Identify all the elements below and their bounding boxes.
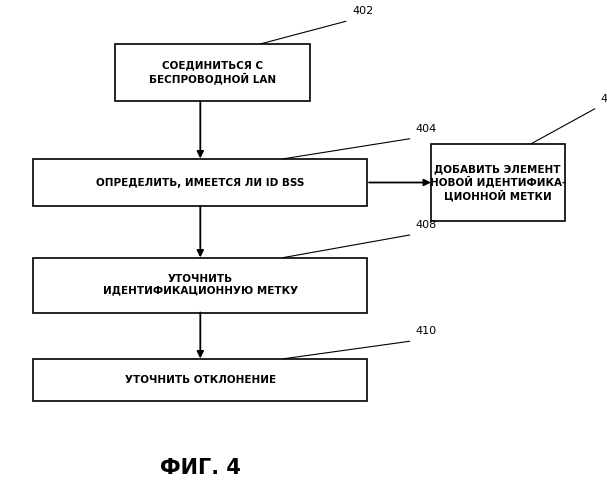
- Text: УТОЧНИТЬ
ИДЕНТИФИКАЦИОННУЮ МЕТКУ: УТОЧНИТЬ ИДЕНТИФИКАЦИОННУЮ МЕТКУ: [103, 274, 298, 296]
- Text: 410: 410: [416, 326, 437, 336]
- Text: УТОЧНИТЬ ОТКЛОНЕНИЕ: УТОЧНИТЬ ОТКЛОНЕНИЕ: [125, 375, 276, 385]
- Text: 402: 402: [352, 6, 373, 16]
- Text: СОЕДИНИТЬСЯ С
БЕСПРОВОДНОЙ LAN: СОЕДИНИТЬСЯ С БЕСПРОВОДНОЙ LAN: [149, 60, 276, 84]
- Text: ФИГ. 4: ФИГ. 4: [160, 458, 241, 477]
- Bar: [33, 359, 367, 401]
- Bar: [115, 44, 310, 101]
- Text: ОПРЕДЕЛИТЬ, ИМЕЕТСЯ ЛИ ID BSS: ОПРЕДЕЛИТЬ, ИМЕЕТСЯ ЛИ ID BSS: [96, 178, 305, 188]
- Text: 404: 404: [416, 124, 437, 134]
- Text: 408: 408: [416, 220, 437, 230]
- Bar: [33, 258, 367, 312]
- Bar: [431, 144, 565, 221]
- Text: 406: 406: [601, 94, 607, 104]
- Bar: [33, 159, 367, 206]
- Text: ДОБАВИТЬ ЭЛЕМЕНТ
НОВОЙ ИДЕНТИФИКА-
ЦИОННОЙ МЕТКИ: ДОБАВИТЬ ЭЛЕМЕНТ НОВОЙ ИДЕНТИФИКА- ЦИОНН…: [430, 164, 566, 201]
